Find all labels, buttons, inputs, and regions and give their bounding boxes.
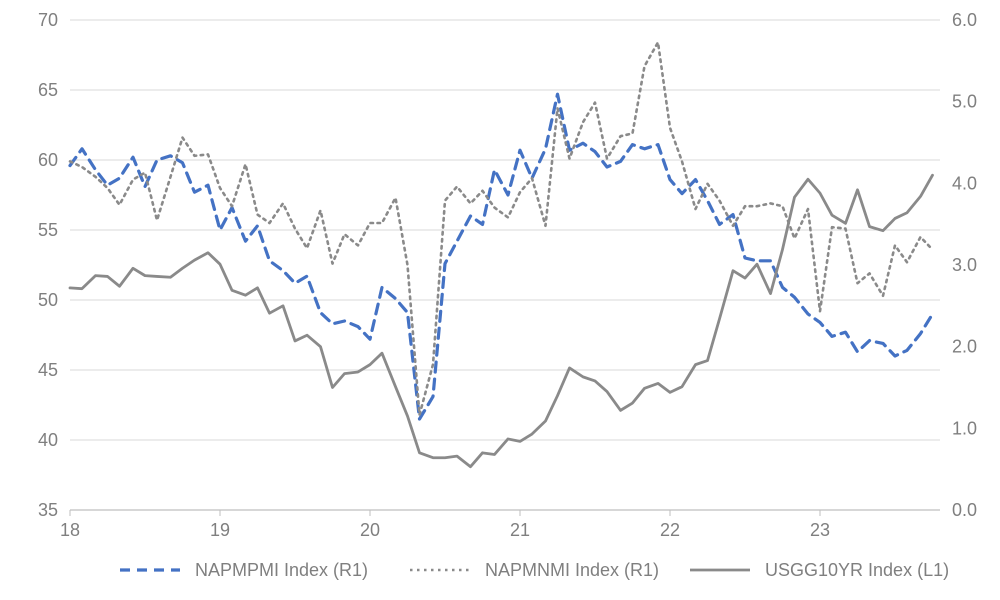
legend-label-napmnmi: NAPMNMI Index (R1) xyxy=(485,560,659,580)
y-left-tick-label: 50 xyxy=(38,290,58,310)
y-right-tick-label: 4.0 xyxy=(952,173,977,193)
x-tick-label: 19 xyxy=(210,520,230,540)
line-chart: 18 19 20 21 22 23 35 40 45 50 55 60 65 70 0.0 1.0 2.0 3.0… xyxy=(0,0,1000,600)
x-tick-label: 18 xyxy=(60,520,80,540)
y-left-tick-label: 70 xyxy=(38,10,58,30)
y-left-tick-label: 45 xyxy=(38,360,58,380)
y-left-tick-label: 60 xyxy=(38,150,58,170)
legend-label-napmpmi: NAPMPMI Index (R1) xyxy=(195,560,368,580)
y-left-tick-label: 40 xyxy=(38,430,58,450)
y-right-tick-label: 0.0 xyxy=(952,500,977,520)
chart-container: 18 19 20 21 22 23 35 40 45 50 55 60 65 70 0.0 1.0 2.0 3.0… xyxy=(0,0,1000,600)
x-tick-label: 23 xyxy=(810,520,830,540)
y-right-tick-label: 1.0 xyxy=(952,418,977,438)
y-left-tick-label: 35 xyxy=(38,500,58,520)
legend-label-usgg10yr: USGG10YR Index (L1) xyxy=(765,560,949,580)
x-tick-label: 21 xyxy=(510,520,530,540)
x-tick-label: 22 xyxy=(660,520,680,540)
y-left-tick-label: 65 xyxy=(38,80,58,100)
y-right-tick-label: 5.0 xyxy=(952,92,977,112)
x-tick-label: 20 xyxy=(360,520,380,540)
y-right-tick-label: 3.0 xyxy=(952,255,977,275)
y-right-tick-label: 6.0 xyxy=(952,10,977,30)
y-left-tick-label: 55 xyxy=(38,220,58,240)
y-right-tick-label: 2.0 xyxy=(952,337,977,357)
